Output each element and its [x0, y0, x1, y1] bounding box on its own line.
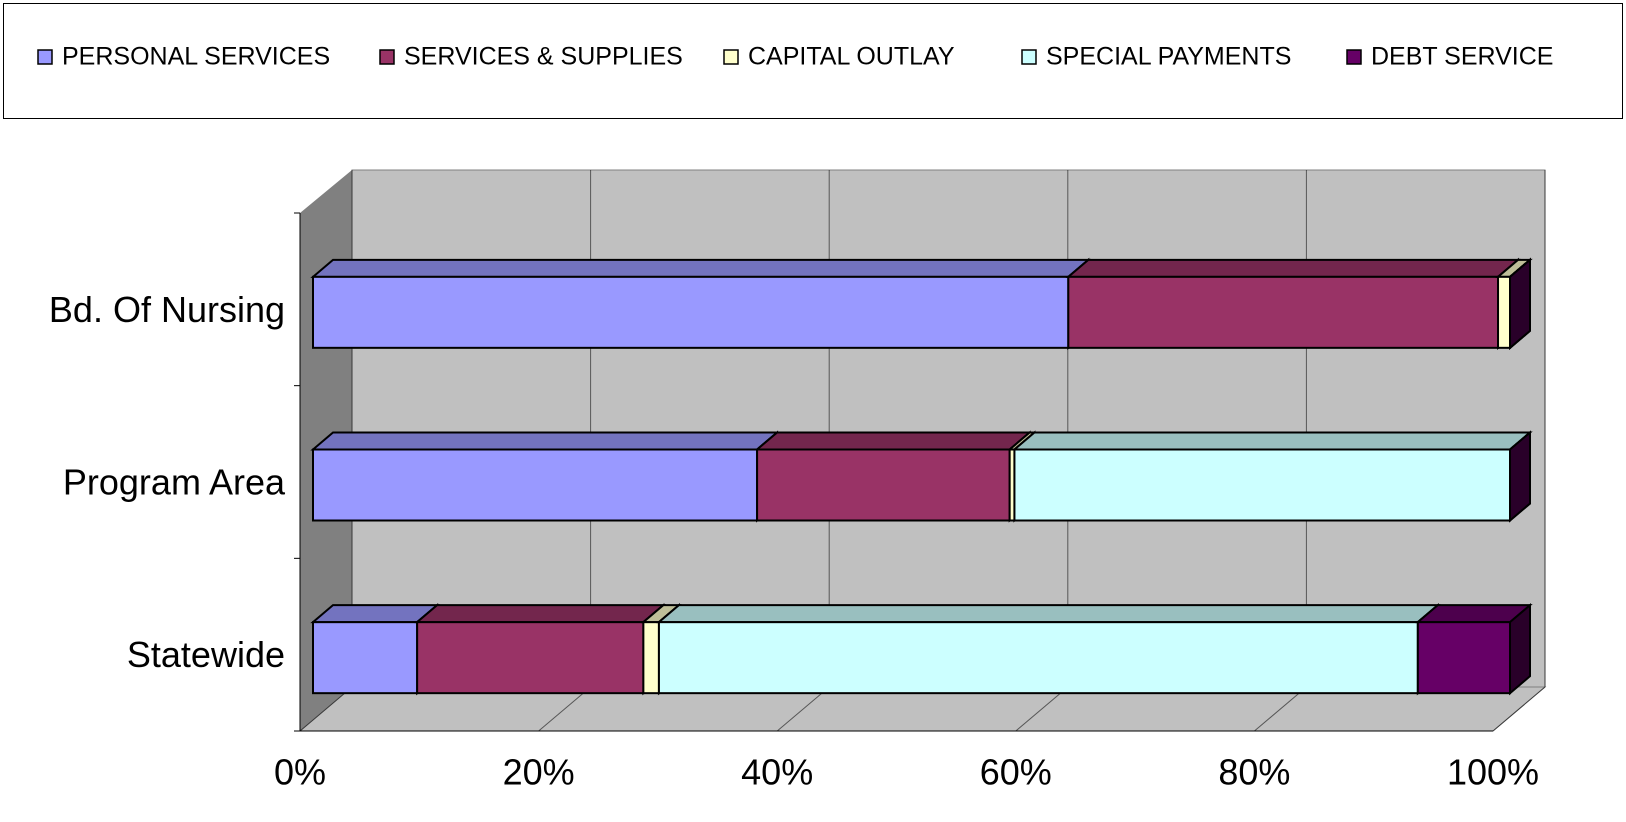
grid-line: [776, 686, 830, 732]
bar-top: [310, 258, 1092, 278]
bar-side: [1509, 430, 1531, 523]
x-tick-label: 100%: [1447, 752, 1539, 793]
bar-segment: [656, 603, 1441, 696]
x-tick-label: 20%: [503, 752, 575, 793]
bar-segment: [310, 430, 780, 523]
bar-top: [414, 604, 667, 624]
grid-line: [299, 686, 353, 732]
legend-label: SERVICES & SUPPLIES: [404, 43, 683, 71]
bar-top: [1065, 258, 1521, 278]
bar: [657, 621, 1419, 695]
bar: [312, 621, 419, 695]
bar-side: [1509, 257, 1531, 350]
y-tick-label: Statewide: [127, 634, 285, 675]
bar-segment: [414, 603, 667, 696]
bar-segment: [310, 257, 1092, 350]
bar: [416, 621, 645, 695]
bar-top: [310, 431, 780, 451]
bar-segment: [1065, 257, 1521, 350]
bar-segment: [1011, 430, 1533, 523]
bar: [756, 448, 1011, 522]
legend-label: CAPITAL OUTLAY: [748, 43, 955, 71]
grid-line: [1254, 686, 1307, 732]
bar-top: [1011, 431, 1533, 451]
bar: [312, 275, 1070, 349]
grid-line: [1015, 686, 1069, 732]
bar: [1013, 448, 1512, 522]
bar: [1497, 275, 1512, 349]
legend-label: DEBT SERVICE: [1371, 43, 1553, 71]
bar: [642, 621, 660, 695]
legend-swatch: [37, 49, 53, 65]
legend-swatch: [379, 49, 395, 65]
legend-swatch: [1021, 49, 1037, 65]
bar-segment: [1509, 430, 1531, 523]
x-tick-label: 80%: [1218, 752, 1290, 793]
x-tick-label: 0%: [274, 752, 326, 793]
grid-line: [538, 686, 591, 732]
bar-segment: [1509, 257, 1531, 350]
bar-side: [1509, 603, 1531, 696]
x-tick-label: 40%: [741, 752, 813, 793]
legend-swatch: [723, 49, 739, 65]
bar: [312, 448, 759, 522]
bar-segment: [1415, 603, 1533, 696]
bar-top: [310, 604, 440, 624]
x-tick-label: 60%: [980, 752, 1052, 793]
bar: [1067, 275, 1500, 349]
legend-label: SPECIAL PAYMENTS: [1046, 43, 1291, 71]
bar: [1416, 621, 1512, 695]
legend-swatch: [1346, 49, 1362, 65]
legend-label: PERSONAL SERVICES: [62, 43, 330, 71]
y-tick-label: Program Area: [63, 462, 286, 503]
y-tick-label: Bd. Of Nursing: [49, 289, 285, 330]
grid-line: [1492, 686, 1546, 732]
bar-segment: [754, 430, 1033, 523]
bar-top: [754, 431, 1033, 451]
bar-top: [656, 604, 1441, 624]
